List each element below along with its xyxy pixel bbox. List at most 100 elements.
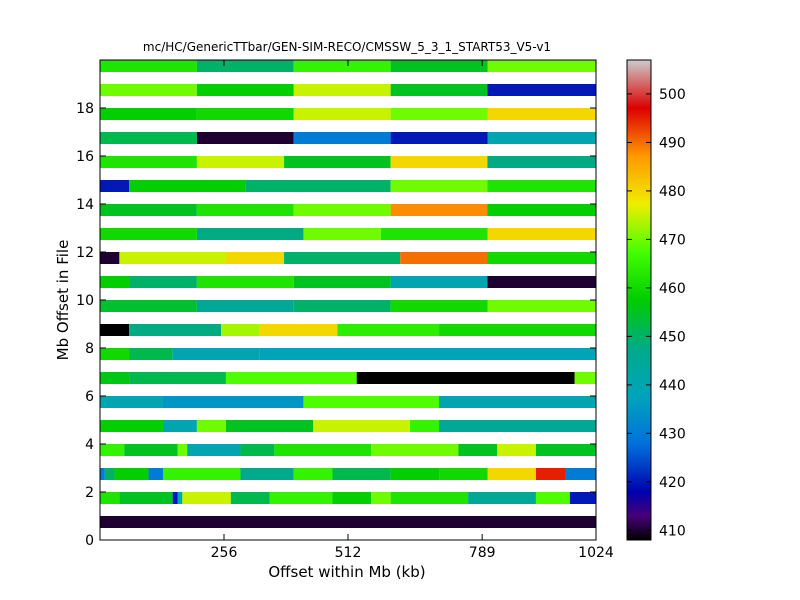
- y-tick-label: 12: [76, 245, 94, 261]
- colorbar-tick-label: 480: [659, 184, 686, 200]
- heatmap-cell: [487, 156, 596, 168]
- heatmap-cell: [172, 492, 178, 504]
- heatmap-cell: [487, 468, 536, 480]
- heatmap-cell: [100, 468, 105, 480]
- heatmap-cell: [100, 420, 163, 432]
- heatmap-cell: [569, 492, 596, 504]
- heatmap-cell: [100, 108, 197, 120]
- heatmap-cell: [535, 468, 565, 480]
- heatmap-cell: [458, 444, 498, 456]
- colorbar-tick-label: 430: [659, 426, 686, 442]
- heatmap-cell: [196, 108, 294, 120]
- heatmap-cell: [390, 84, 488, 96]
- heatmap-cell: [293, 108, 391, 120]
- heatmap-cell: [293, 300, 391, 312]
- heatmap-cell: [177, 444, 188, 456]
- heatmap-cell: [100, 252, 120, 264]
- heatmap-cell: [468, 492, 536, 504]
- heatmap-cell: [574, 372, 596, 384]
- y-axis: 0 2 4 6 8 10 12 14 16 18: [76, 101, 596, 549]
- heatmap-cell: [100, 156, 197, 168]
- heatmap-cell: [240, 468, 294, 480]
- heatmap-cell: [196, 60, 294, 72]
- heatmap-cell: [390, 276, 488, 288]
- heatmap-cell: [390, 60, 488, 72]
- heatmap-cell: [129, 372, 226, 384]
- x-tick-label: 256: [211, 545, 238, 561]
- colorbar-tick-label: 460: [659, 281, 686, 297]
- y-axis-label: Mb Offset in File: [54, 240, 72, 361]
- heatmap-cell: [293, 60, 391, 72]
- heatmap-cell: [487, 204, 596, 216]
- colorbar-tick-label: 410: [659, 523, 686, 539]
- heatmap-cell: [356, 372, 575, 384]
- heatmap-cell: [230, 492, 270, 504]
- heatmap-cell: [487, 84, 596, 96]
- colorbar-tick-label: 470: [659, 232, 686, 248]
- heatmap-cell: [100, 396, 163, 408]
- heatmap-cell: [371, 444, 459, 456]
- heatmap-cell: [196, 300, 294, 312]
- heatmap-cell: [535, 444, 596, 456]
- heatmap-cell: [100, 300, 197, 312]
- heatmap-cell: [100, 84, 197, 96]
- heatmap-cell: [196, 156, 285, 168]
- heatmap-cell: [124, 444, 178, 456]
- heatmap-cells: [100, 60, 596, 528]
- heatmap-cell: [245, 180, 391, 192]
- x-tick-label: 1024: [578, 545, 614, 561]
- colorbar-tick-label: 500: [659, 87, 686, 103]
- heatmap-cell: [225, 252, 285, 264]
- heatmap-cell: [129, 348, 173, 360]
- heatmap-cell: [487, 300, 596, 312]
- heatmap-cell: [487, 108, 596, 120]
- heatmap-cell: [390, 156, 488, 168]
- heatmap-cell: [162, 468, 241, 480]
- heatmap-cell: [196, 132, 294, 144]
- heatmap-cell: [439, 396, 596, 408]
- heatmap-cell: [293, 84, 391, 96]
- heatmap-cell: [535, 492, 570, 504]
- heatmap-cell: [129, 180, 246, 192]
- heatmap-cell: [293, 204, 391, 216]
- x-axis: 256 512 789 1024: [211, 60, 614, 561]
- heatmap-cell: [487, 60, 596, 72]
- heatmap-cell: [293, 276, 391, 288]
- chart-title: mc/HC/GenericTTbar/GEN-SIM-RECO/CMSSW_5_…: [143, 40, 551, 54]
- heatmap-cell: [119, 492, 173, 504]
- heatmap-cell: [332, 492, 372, 504]
- heatmap-cell: [293, 468, 333, 480]
- colorbar-tick-label: 490: [659, 135, 686, 151]
- heatmap-cell: [129, 324, 222, 336]
- x-tick-label: 512: [335, 545, 362, 561]
- y-tick-label: 8: [85, 341, 94, 357]
- heatmap-cell: [390, 300, 488, 312]
- heatmap-cell: [487, 252, 596, 264]
- x-axis-label: Offset within Mb (kb): [268, 563, 425, 581]
- heatmap-cell: [303, 396, 440, 408]
- heatmap-cell: [100, 372, 130, 384]
- y-tick-label: 14: [76, 197, 94, 213]
- heatmap-cell: [332, 468, 391, 480]
- heatmap-cell: [187, 444, 241, 456]
- heatmap-cell: [100, 276, 130, 288]
- heatmap-cell: [196, 84, 294, 96]
- heatmap-cell: [390, 204, 488, 216]
- heatmap-cell: [487, 276, 596, 288]
- heatmap-cell: [196, 420, 226, 432]
- heatmap-cell: [100, 492, 120, 504]
- x-tick-label: 789: [469, 545, 496, 561]
- y-tick-label: 2: [85, 485, 94, 501]
- y-tick-label: 6: [85, 389, 94, 405]
- heatmap-cell: [313, 420, 410, 432]
- heatmap-cell: [274, 444, 372, 456]
- heatmap-cell: [104, 468, 115, 480]
- heatmap-cell: [410, 420, 440, 432]
- y-tick-label: 18: [76, 101, 94, 117]
- heatmap-cell: [439, 420, 596, 432]
- heatmap-cell: [162, 420, 197, 432]
- heatmap-cell: [390, 108, 488, 120]
- heatmap-cell: [100, 228, 197, 240]
- heatmap-cell: [303, 228, 381, 240]
